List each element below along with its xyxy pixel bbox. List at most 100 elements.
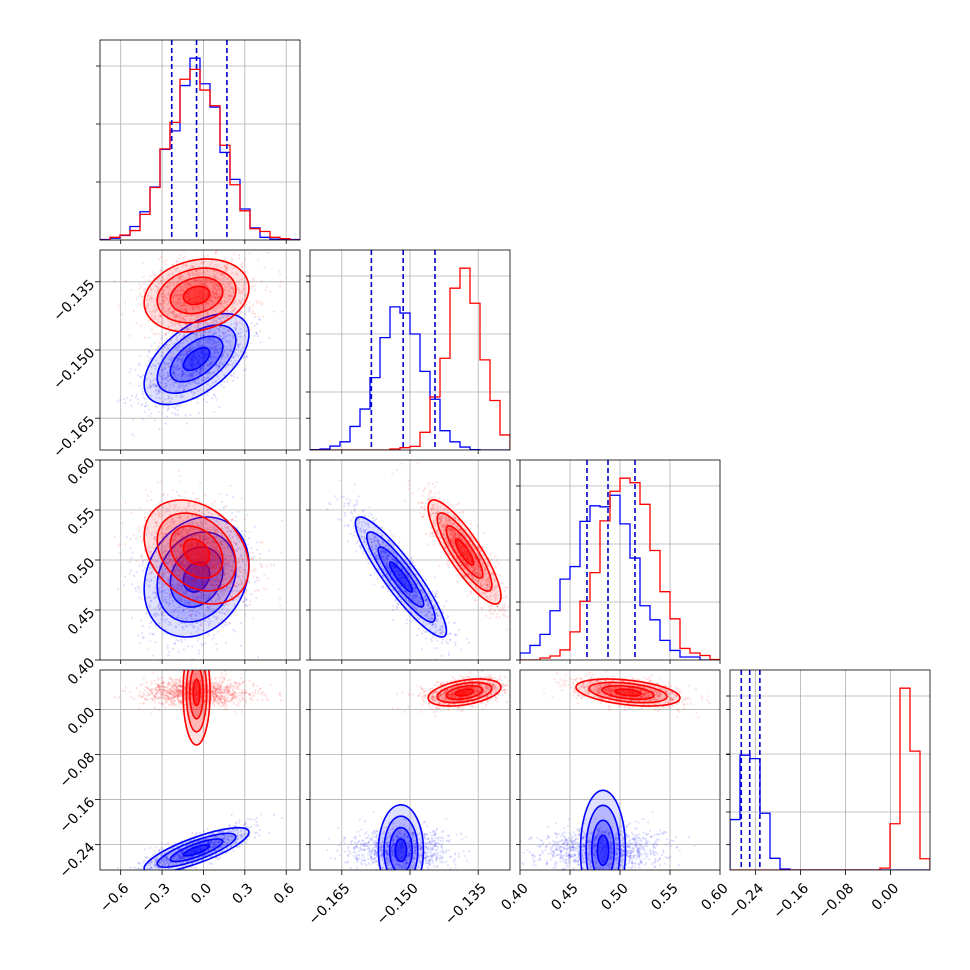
scatter-point — [164, 661, 166, 663]
scatter-point — [254, 567, 257, 570]
scatter-point — [205, 313, 208, 316]
scatter-point — [209, 297, 212, 301]
scatter-point — [176, 294, 179, 297]
scatter-point — [201, 308, 205, 311]
scatter-point — [183, 304, 186, 308]
scatter-point — [217, 303, 220, 306]
scatter-point — [181, 371, 184, 374]
scatter-point — [205, 341, 208, 344]
scatter-point — [186, 271, 190, 274]
scatter-point — [262, 587, 265, 590]
scatter-point — [157, 361, 160, 365]
scatter-point — [172, 352, 175, 355]
scatter-point — [161, 377, 164, 380]
scatter-point — [191, 371, 195, 374]
scatter-point — [154, 384, 157, 387]
scatter-point — [223, 349, 226, 352]
scatter-point — [195, 370, 198, 373]
scatter-point — [155, 406, 158, 409]
scatter-point — [239, 301, 242, 304]
scatter-point — [223, 289, 226, 292]
scatter-point — [186, 305, 189, 308]
scatter-point — [198, 340, 201, 343]
scatter-point — [167, 650, 170, 653]
scatter-point — [228, 289, 231, 293]
scatter-point — [182, 378, 185, 382]
scatter-point — [135, 297, 138, 300]
scatter-point — [153, 315, 157, 318]
scatter-point — [147, 408, 151, 411]
scatter-point — [220, 302, 223, 305]
scatter-point — [214, 341, 217, 344]
scatter-point — [248, 603, 251, 606]
scatter-point — [192, 265, 195, 269]
scatter-point — [182, 327, 185, 330]
scatter-point — [191, 375, 194, 378]
scatter-point — [149, 275, 152, 278]
scatter-point — [164, 378, 167, 381]
scatter-point — [192, 606, 196, 610]
scatter-point — [162, 346, 165, 349]
scatter-point — [211, 337, 214, 340]
scatter-point — [186, 352, 189, 355]
scatter-point — [155, 307, 158, 311]
scatter-point — [162, 293, 165, 296]
scatter-point — [200, 272, 203, 275]
scatter-point — [217, 296, 221, 299]
scatter-point — [233, 322, 236, 325]
scatter-point — [202, 378, 205, 382]
scatter-point — [243, 281, 246, 284]
scatter-point — [143, 516, 147, 519]
scatter-point — [161, 378, 164, 381]
scatter-point — [171, 381, 174, 384]
scatter-point — [145, 612, 148, 615]
scatter-point — [204, 303, 207, 306]
scatter-point — [226, 296, 229, 299]
scatter-point — [174, 315, 177, 318]
scatter-point — [177, 301, 180, 304]
scatter-point — [150, 412, 153, 415]
scatter-point — [212, 293, 216, 296]
scatter-point — [113, 280, 116, 283]
scatter-point — [183, 308, 186, 311]
scatter-point — [183, 283, 186, 286]
scatter-point — [222, 336, 225, 339]
scatter-point — [200, 331, 203, 335]
scatter-point — [211, 308, 214, 311]
scatter-point — [235, 325, 239, 328]
scatter-point — [197, 271, 201, 274]
scatter-point — [208, 274, 211, 277]
scatter-point — [210, 324, 213, 327]
scatter-point — [149, 295, 152, 298]
scatter-point — [182, 354, 185, 357]
scatter-point — [150, 386, 153, 389]
scatter-point — [238, 335, 241, 338]
scatter-point — [240, 277, 243, 281]
scatter-point — [248, 301, 251, 304]
scatter-point — [174, 374, 177, 377]
scatter-point — [258, 579, 261, 582]
scatter-point — [219, 319, 222, 323]
scatter-point — [208, 299, 211, 302]
scatter-point — [202, 282, 206, 286]
scatter-point — [244, 368, 247, 371]
scatter-point — [218, 330, 221, 334]
scatter-point — [209, 296, 213, 299]
scatter-point — [196, 333, 199, 336]
scatter-point — [206, 322, 209, 326]
scatter-point — [214, 348, 217, 352]
scatter-point — [156, 389, 160, 392]
scatter-point — [211, 321, 214, 324]
scatter-point — [168, 308, 171, 311]
scatter-point — [144, 398, 147, 401]
scatter-point — [164, 381, 167, 384]
scatter-point — [222, 385, 226, 389]
scatter-point — [197, 325, 200, 328]
scatter-point — [213, 633, 216, 636]
scatter-point — [176, 365, 179, 368]
scatter-point — [228, 283, 231, 286]
scatter-point — [229, 349, 232, 352]
scatter-point — [218, 288, 221, 291]
scatter-point — [237, 288, 240, 291]
scatter-point — [167, 395, 170, 398]
